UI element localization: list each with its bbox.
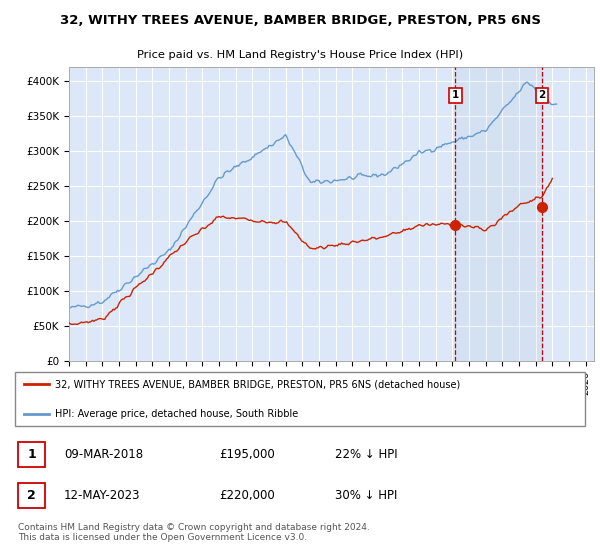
Text: £195,000: £195,000 [220,449,275,461]
Text: 2: 2 [538,90,545,100]
Text: 30% ↓ HPI: 30% ↓ HPI [335,489,397,502]
Text: 1: 1 [27,449,36,461]
Text: Contains HM Land Registry data © Crown copyright and database right 2024.
This d: Contains HM Land Registry data © Crown c… [18,523,370,542]
Text: 12-MAY-2023: 12-MAY-2023 [64,489,140,502]
Text: 1: 1 [452,90,459,100]
Text: 09-MAR-2018: 09-MAR-2018 [64,449,143,461]
FancyBboxPatch shape [18,483,46,508]
Text: HPI: Average price, detached house, South Ribble: HPI: Average price, detached house, Sout… [55,409,298,419]
Text: Price paid vs. HM Land Registry's House Price Index (HPI): Price paid vs. HM Land Registry's House … [137,50,463,60]
Text: 32, WITHY TREES AVENUE, BAMBER BRIDGE, PRESTON, PR5 6NS: 32, WITHY TREES AVENUE, BAMBER BRIDGE, P… [59,14,541,27]
Text: £220,000: £220,000 [220,489,275,502]
FancyBboxPatch shape [15,372,585,426]
Bar [455,67,542,361]
FancyBboxPatch shape [18,442,46,467]
Text: 32, WITHY TREES AVENUE, BAMBER BRIDGE, PRESTON, PR5 6NS (detached house): 32, WITHY TREES AVENUE, BAMBER BRIDGE, P… [55,379,460,389]
Text: 22% ↓ HPI: 22% ↓ HPI [335,449,397,461]
Text: 2: 2 [27,489,36,502]
